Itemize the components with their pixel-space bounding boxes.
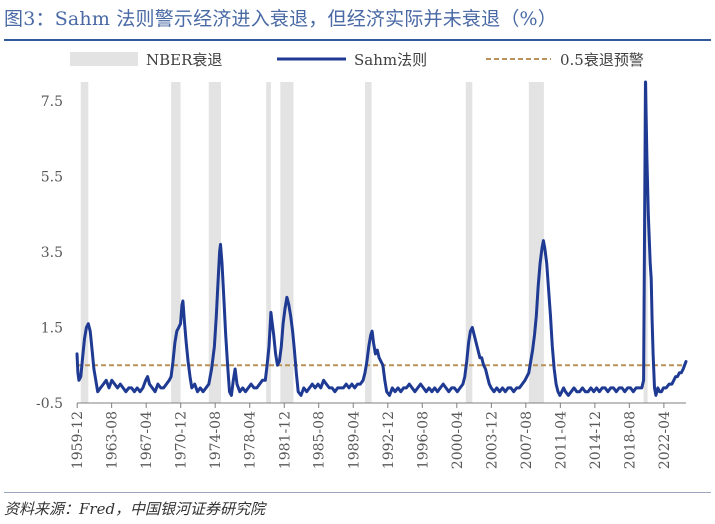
y-tick-label: 3.5 [41,245,63,261]
x-tick-label: 1985-08 [312,411,328,469]
y-axis-ticks: -0.5 1.5 3.5 5.5 7.5 [36,94,63,412]
x-tick-label: 1996-08 [415,411,431,469]
recession-band-2 [208,82,222,403]
x-tick-label: 2022-04 [657,411,673,469]
y-tick-label: 5.5 [41,169,63,185]
x-tick-label: 1978-04 [243,411,259,469]
x-tick-label: 1967-04 [139,411,155,469]
x-tick-label: 1963-08 [105,411,121,469]
x-tick-label: 2018-08 [622,411,638,469]
legend: NBER衰退 Sahm法则 0.5衰退预警 [70,51,644,69]
x-tick-label: 1970-12 [174,411,190,469]
recession-band-1 [171,82,181,403]
x-tick-label: 1981-12 [277,411,293,469]
x-tick-label: 2014-12 [588,411,604,469]
x-tick-label: 2007-08 [519,411,535,469]
recession-bands [80,82,648,403]
y-tick-label: -0.5 [36,396,63,412]
recession-band-3 [266,82,271,403]
recession-band-4 [280,82,294,403]
sahm-rule-chart: -0.51.53.55.57.5 1959-12 1963-08 1967-04 19… [36,51,688,469]
x-tick-label: 1974-08 [208,411,224,469]
x-tick-label: 2000-04 [450,411,466,469]
recession-band-7 [528,82,544,403]
source-divider [4,492,711,493]
recession-band-5 [365,82,372,403]
x-tick-label: 1989-04 [346,411,362,469]
sahm-rule-series-line [75,80,688,397]
legend-recession-swatch [70,52,138,66]
legend-sahm-label: Sahm法则 [354,51,427,69]
recession-band-0 [80,82,89,403]
y-tick-label: 7.5 [41,94,63,110]
title-divider [4,39,711,41]
source-note: 资料来源：Fred，中国银河证券研究院 [4,500,266,518]
x-tick-label: 1992-12 [381,411,397,469]
x-tick-label: 1959-12 [70,411,86,469]
recession-band-6 [465,82,473,403]
x-tick-label: 2003-12 [484,411,500,469]
y-tick-label: 1.5 [41,320,63,336]
x-tick-label: 2011-04 [553,411,569,469]
legend-threshold-label: 0.5衰退预警 [560,51,644,69]
legend-recession-label: NBER衰退 [146,51,222,69]
chart-title: 图3：Sahm 法则警示经济进入衰退，但经济实际并未衰退（%） [4,8,557,30]
x-axis-ticks: 1959-12 1963-08 1967-04 1970-12 1974-08 1978-… [70,403,673,469]
